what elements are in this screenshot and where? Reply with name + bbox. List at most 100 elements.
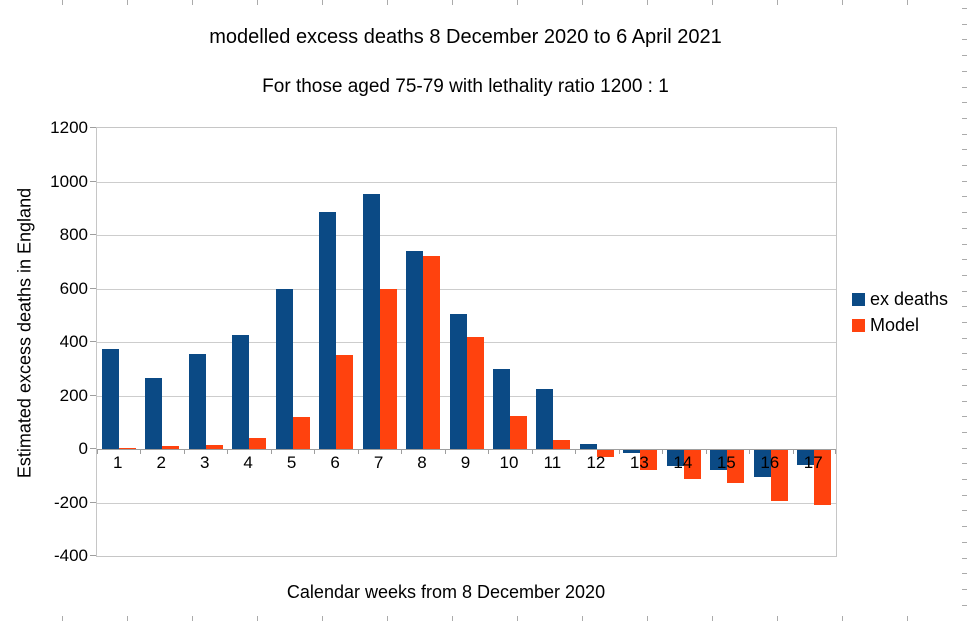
x-tick-label: 7: [373, 453, 384, 472]
chart-title: modelled excess deaths 8 December 2020 t…: [209, 26, 722, 48]
bar-ex-deaths-week-17: [797, 450, 815, 465]
cell-border-tick-right: [962, 573, 967, 574]
cell-border-tick-right: [962, 542, 967, 543]
cell-border-tick-right: [962, 275, 967, 276]
cell-border-tick-right: [962, 448, 967, 449]
y-tick-label: 600: [59, 278, 88, 298]
x-axis-zero-line: [97, 449, 836, 450]
x-tick-label: 17: [803, 453, 823, 472]
y-axis-tick: [90, 501, 96, 503]
cell-border-tick-right: [962, 244, 967, 245]
cell-border-tick-bottom: [842, 616, 843, 621]
x-axis-tick: [227, 450, 229, 454]
x-tick-label: 14: [673, 453, 693, 472]
cell-border-tick-top: [62, 0, 63, 5]
cell-border-tick-right: [962, 149, 967, 150]
y-tick-label: 1200: [50, 118, 88, 137]
bar-ex-deaths-week-6: [319, 212, 337, 449]
y-axis-tick: [90, 555, 96, 556]
cell-border-tick-right: [962, 306, 967, 307]
bar-ex-deaths-week-11: [536, 388, 554, 449]
x-axis-tick: [835, 450, 836, 454]
chart-subtitle: For those aged 75-79 with lethality rati…: [262, 76, 669, 97]
x-axis-tick: [444, 450, 446, 454]
plot-area: [96, 127, 837, 557]
bar-ex-deaths-week-4: [232, 335, 250, 449]
x-tick-label: 3: [199, 453, 210, 472]
gridline: [97, 288, 836, 290]
x-axis-tick: [575, 450, 577, 454]
legend-label: ex deaths: [870, 288, 949, 309]
x-axis-tick: [662, 450, 664, 454]
cell-border-tick-bottom: [192, 616, 193, 621]
x-tick-label: 12: [586, 453, 606, 472]
x-axis-tick: [314, 450, 316, 454]
cell-border-tick-right: [962, 526, 967, 527]
cell-border-tick-right: [962, 401, 967, 402]
cell-border-tick-bottom: [647, 616, 648, 621]
y-tick-label: 800: [59, 225, 88, 244]
cell-border-tick-right: [962, 212, 967, 213]
legend-swatch-ex-deaths: [852, 292, 865, 306]
bar-ex-deaths-week-5: [275, 288, 293, 449]
bar-ex-deaths-week-8: [406, 251, 424, 449]
cell-border-tick-right: [962, 71, 967, 72]
bar-model-week-13: [640, 450, 658, 471]
cell-border-tick-top: [582, 0, 583, 5]
y-tick-label: 400: [59, 332, 88, 351]
bar-ex-deaths-week-10: [492, 368, 510, 449]
x-axis-title: Calendar weeks from 8 December 2020: [286, 582, 606, 602]
bar-ex-deaths-week-12: [579, 443, 597, 449]
x-axis-tick: [270, 450, 272, 454]
cell-border-tick-right: [962, 338, 967, 339]
y-axis-tick: [90, 287, 96, 289]
y-axis-tick: [90, 341, 96, 342]
cell-border-tick-bottom: [777, 616, 778, 621]
x-tick-label: 8: [417, 453, 427, 472]
y-tick-label: -200: [53, 492, 88, 512]
cell-border-tick-bottom: [517, 616, 518, 621]
legend-item-ex-deaths: ex deaths: [852, 286, 948, 312]
cell-border-tick-right: [962, 558, 967, 559]
cell-border-tick-bottom: [712, 616, 713, 621]
x-tick-label: 1: [113, 453, 123, 472]
cell-border-tick-right: [962, 291, 967, 292]
bar-model-week-16: [770, 450, 788, 501]
bar-ex-deaths-week-15: [710, 450, 728, 471]
bar-ex-deaths-week-14: [666, 450, 684, 467]
bar-ex-deaths-week-1: [101, 348, 119, 449]
cell-border-tick-right: [962, 39, 967, 40]
bar-ex-deaths-week-9: [449, 313, 467, 449]
x-axis-tick: [705, 450, 707, 454]
cell-border-tick-top: [322, 0, 323, 5]
bar-model-week-15: [727, 450, 745, 484]
bar-model-week-17: [814, 450, 832, 505]
cell-border-tick-right: [962, 228, 967, 229]
y-axis-tick: [90, 448, 96, 449]
bar-model-week-4: [249, 438, 267, 449]
cell-border-tick-top: [712, 0, 713, 5]
cell-border-tick-top: [387, 0, 388, 5]
cell-border-tick-right: [962, 259, 967, 260]
bar-ex-deaths-week-3: [188, 354, 206, 449]
bar-model-week-5: [292, 416, 310, 449]
x-tick-label: 2: [156, 453, 166, 472]
cell-border-tick-right: [962, 102, 967, 103]
cell-border-tick-top: [907, 0, 908, 5]
cell-border-tick-right: [962, 432, 967, 433]
x-tick-label: 9: [460, 453, 471, 472]
bar-model-week-6: [336, 355, 354, 449]
cell-border-tick-right: [962, 134, 967, 135]
cell-border-tick-top: [452, 0, 453, 5]
cell-border-tick-bottom: [127, 616, 128, 621]
x-tick-label: 6: [330, 453, 340, 472]
y-axis-tick: [90, 234, 96, 235]
y-tick-label: 0: [78, 439, 88, 458]
x-axis-tick: [357, 450, 359, 454]
x-axis-tick: [488, 450, 490, 454]
x-axis-tick: [531, 450, 533, 454]
cell-border-tick-right: [962, 605, 967, 606]
x-tick-label: 10: [499, 453, 519, 472]
y-tick-label: 1000: [50, 171, 88, 191]
cell-border-tick-right: [962, 322, 967, 323]
